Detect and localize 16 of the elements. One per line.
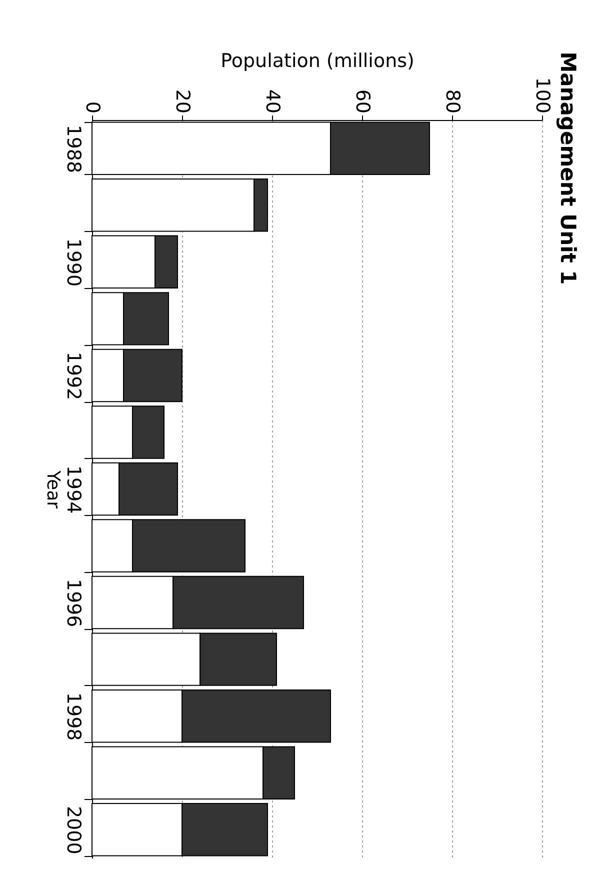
- y-tick-label: 2000: [62, 806, 84, 854]
- x-tick-label: 80: [442, 89, 464, 114]
- y-tick-label: 1990: [62, 238, 84, 287]
- x-tick-label: 60: [352, 89, 374, 114]
- x-axis-title: Population (millions): [220, 50, 414, 72]
- y-tick-label: 1998: [62, 692, 84, 741]
- y-axis-title: Year: [42, 469, 64, 510]
- x-tick-label: 0: [82, 101, 104, 114]
- y-tick-label: 1988: [62, 124, 84, 174]
- y-tick-label: 1992: [62, 352, 84, 400]
- y-tick-label: 1994: [62, 465, 84, 514]
- x-tick-label: 20: [172, 89, 194, 114]
- x-tick-label: 100: [532, 77, 554, 114]
- y-tick-label: 1996: [62, 578, 84, 628]
- x-tick-label: 40: [262, 89, 284, 114]
- text: Management Unit 1: [556, 52, 580, 285]
